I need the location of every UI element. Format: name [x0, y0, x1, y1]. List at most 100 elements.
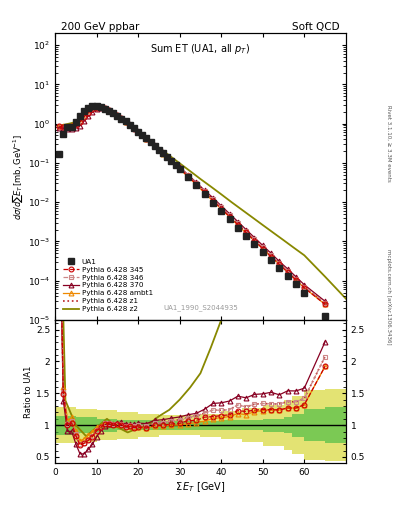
Pythia 6.428 345 [169, 158, 174, 164]
Pythia 6.428 ambt1 [152, 143, 157, 150]
UA1 [123, 118, 128, 124]
Pythia 6.428 z1 [57, 123, 62, 130]
Pythia 6.428 346 [103, 105, 107, 111]
Pythia 6.428 ambt1 [235, 222, 240, 228]
Pythia 6.428 z1 [235, 220, 240, 226]
Pythia 6.428 ambt1 [119, 115, 124, 121]
Pythia 6.428 345 [219, 205, 224, 211]
Pythia 6.428 345 [107, 107, 111, 113]
Pythia 6.428 346 [219, 204, 224, 210]
Pythia 6.428 346 [194, 180, 198, 186]
Pythia 6.428 ambt1 [269, 253, 274, 260]
Pythia 6.428 ambt1 [132, 125, 136, 132]
Pythia 6.428 345 [65, 124, 70, 130]
Pythia 6.428 346 [98, 104, 103, 110]
Pythia 6.428 370 [127, 121, 132, 127]
UA1 [86, 105, 91, 111]
Pythia 6.428 370 [211, 195, 215, 201]
Pythia 6.428 345 [94, 104, 99, 111]
UA1 [115, 113, 120, 119]
Pythia 6.428 ambt1 [227, 214, 232, 220]
UA1 [227, 216, 232, 222]
UA1 [98, 103, 103, 110]
Pythia 6.428 z1 [269, 252, 274, 259]
Pythia 6.428 346 [132, 125, 136, 131]
Pythia 6.428 z2 [156, 144, 161, 151]
Pythia 6.428 345 [227, 214, 232, 220]
UA1 [77, 113, 82, 119]
Line: UA1: UA1 [56, 103, 328, 318]
Pythia 6.428 346 [77, 119, 82, 125]
Line: Pythia 6.428 346: Pythia 6.428 346 [57, 105, 327, 306]
Pythia 6.428 z2 [271, 229, 275, 236]
Pythia 6.428 z2 [229, 199, 234, 205]
Pythia 6.428 ambt1 [82, 112, 86, 118]
Pythia 6.428 ambt1 [194, 182, 198, 188]
Pythia 6.428 z1 [161, 150, 165, 156]
Pythia 6.428 370 [132, 124, 136, 131]
Pythia 6.428 345 [161, 151, 165, 157]
Pythia 6.428 346 [277, 260, 282, 266]
Pythia 6.428 ambt1 [65, 123, 70, 129]
Pythia 6.428 346 [111, 110, 116, 116]
Pythia 6.428 ambt1 [302, 285, 307, 291]
Pythia 6.428 z1 [177, 164, 182, 170]
UA1 [269, 258, 274, 264]
Pythia 6.428 345 [115, 112, 120, 118]
Pythia 6.428 z2 [73, 119, 78, 125]
Pythia 6.428 ambt1 [98, 104, 103, 110]
Pythia 6.428 370 [69, 126, 74, 132]
Pythia 6.428 346 [90, 106, 95, 112]
UA1 [185, 174, 190, 180]
Pythia 6.428 ambt1 [136, 129, 140, 135]
Pythia 6.428 ambt1 [202, 190, 207, 196]
Pythia 6.428 ambt1 [94, 103, 99, 110]
Pythia 6.428 ambt1 [127, 122, 132, 128]
UA1 [323, 312, 327, 318]
Pythia 6.428 346 [127, 121, 132, 127]
UA1 [235, 225, 240, 231]
Pythia 6.428 z2 [115, 113, 120, 119]
Pythia 6.428 z2 [57, 122, 62, 129]
Pythia 6.428 370 [202, 187, 207, 194]
Pythia 6.428 346 [269, 252, 274, 259]
Pythia 6.428 z2 [261, 222, 265, 228]
Pythia 6.428 345 [152, 143, 157, 149]
Pythia 6.428 370 [86, 113, 91, 119]
Pythia 6.428 z1 [244, 228, 248, 234]
UA1 [107, 108, 111, 114]
Pythia 6.428 370 [244, 227, 248, 233]
Pythia 6.428 z2 [125, 122, 130, 128]
Pythia 6.428 345 [73, 122, 78, 128]
Pythia 6.428 ambt1 [323, 301, 327, 307]
Pythia 6.428 ambt1 [211, 198, 215, 204]
UA1 [152, 143, 157, 149]
Pythia 6.428 z2 [177, 160, 182, 166]
Pythia 6.428 ambt1 [57, 123, 62, 129]
Pythia 6.428 346 [82, 114, 86, 120]
Pythia 6.428 346 [65, 123, 70, 130]
UA1 [277, 265, 282, 271]
Pythia 6.428 346 [244, 228, 248, 234]
X-axis label: $\Sigma\,E_T$ [GeV]: $\Sigma\,E_T$ [GeV] [175, 480, 226, 494]
Pythia 6.428 345 [82, 114, 86, 120]
Pythia 6.428 z2 [219, 191, 224, 197]
UA1 [261, 249, 265, 255]
UA1 [252, 241, 257, 247]
Pythia 6.428 370 [194, 179, 198, 185]
Text: Rivet 3.1.10, ≥ 3.3M events: Rivet 3.1.10, ≥ 3.3M events [386, 105, 391, 182]
UA1 [285, 273, 290, 280]
Pythia 6.428 370 [73, 125, 78, 131]
Pythia 6.428 z2 [167, 153, 172, 159]
Pythia 6.428 ambt1 [161, 151, 165, 157]
Pythia 6.428 346 [152, 142, 157, 148]
Pythia 6.428 345 [211, 198, 215, 204]
Pythia 6.428 z1 [61, 123, 66, 130]
Pythia 6.428 346 [115, 112, 120, 118]
Pythia 6.428 370 [123, 118, 128, 124]
Pythia 6.428 345 [302, 285, 307, 291]
Pythia 6.428 346 [144, 136, 149, 142]
Pythia 6.428 z1 [252, 237, 257, 243]
Legend: UA1, Pythia 6.428 345, Pythia 6.428 346, Pythia 6.428 370, Pythia 6.428 ambt1, P: UA1, Pythia 6.428 345, Pythia 6.428 346,… [62, 258, 154, 313]
Pythia 6.428 ambt1 [294, 277, 298, 283]
